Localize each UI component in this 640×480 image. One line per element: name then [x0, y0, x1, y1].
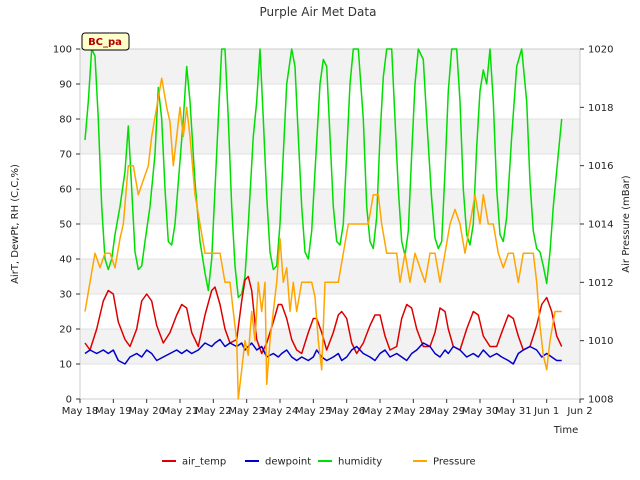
- x-tick-label: May 24: [262, 406, 299, 417]
- x-tick-label: May 19: [95, 406, 132, 417]
- site-badge-box: [81, 32, 130, 51]
- y-axis-label: AirT, DewPt, RH (C,C,%): [10, 164, 21, 284]
- x-axis-label: Time: [553, 425, 578, 436]
- y2-axis-label: Air Pressure (mBar): [621, 175, 632, 273]
- y2-tick-label: 1008: [588, 395, 613, 406]
- y2-tick-label: 1020: [588, 45, 613, 56]
- y-axis-left: 0 10 20 30 40 50 60 70 80 90 100: [53, 45, 80, 406]
- y-tick-label: 90: [59, 80, 72, 91]
- site-badge: BC_pa: [81, 32, 130, 51]
- chart-title: Purple Air Met Data: [260, 5, 377, 19]
- plot-band: [80, 49, 580, 84]
- x-tick-label: May 30: [462, 406, 499, 417]
- legend-label-dewpoint: dewpoint: [265, 457, 311, 468]
- x-tick-label: May 26: [328, 406, 365, 417]
- y2-tick-label: 1012: [588, 278, 613, 289]
- x-tick-label: May 23: [228, 406, 265, 417]
- legend: air_temp dewpoint humidity Pressure: [162, 457, 476, 468]
- plot-band: [80, 259, 580, 294]
- x-tick-label: May 31: [495, 406, 532, 417]
- x-tick-label: May 20: [128, 406, 165, 417]
- x-tick-label: Jun 1: [533, 406, 559, 417]
- series-layer: [84, 48, 563, 400]
- y-tick-label: 100: [53, 45, 72, 56]
- y-tick-label: 50: [59, 220, 72, 231]
- y-tick-label: 70: [59, 150, 72, 161]
- x-tick-label: May 21: [162, 406, 199, 417]
- legend-label-air-temp: air_temp: [182, 457, 226, 468]
- y-tick-label: 30: [59, 290, 72, 301]
- x-tick-label: May 22: [195, 406, 232, 417]
- y-tick-label: 10: [59, 360, 72, 371]
- y-tick-label: 20: [59, 325, 72, 336]
- y2-tick-label: 1018: [588, 103, 613, 114]
- y-tick-label: 60: [59, 185, 72, 196]
- y2-tick-label: 1010: [588, 336, 613, 347]
- series-line-pressure: [84, 77, 562, 400]
- y-tick-label: 80: [59, 115, 72, 126]
- x-tick-label: May 25: [295, 406, 332, 417]
- y-axis-right: 1008 1010 1012 1014 1016 1018 1020: [580, 45, 613, 406]
- x-tick-label: May 28: [395, 406, 432, 417]
- legend-label-humidity: humidity: [338, 457, 382, 468]
- x-tick-label: May 18: [62, 406, 99, 417]
- series-line-air-temp: [84, 275, 563, 355]
- y2-tick-label: 1016: [588, 161, 613, 172]
- x-tick-label: Jun 2: [566, 406, 592, 417]
- x-tick-label: May 29: [428, 406, 465, 417]
- x-tick-label: May 27: [362, 406, 399, 417]
- y-tick-label: 40: [59, 255, 72, 266]
- legend-label-pressure: Pressure: [433, 457, 476, 468]
- series-line-humidity: [84, 48, 563, 299]
- site-badge-label: BC_pa: [88, 37, 122, 48]
- y-tick-label: 0: [66, 395, 72, 406]
- y2-tick-label: 1014: [588, 220, 613, 231]
- plot-band: [80, 189, 580, 224]
